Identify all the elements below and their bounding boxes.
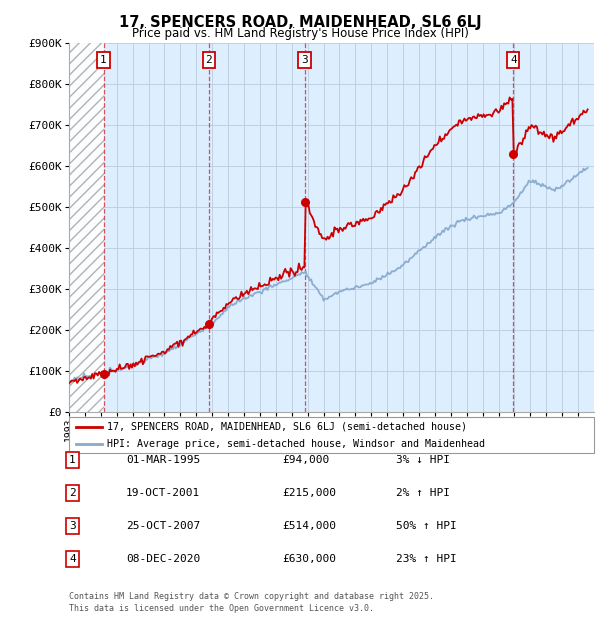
Text: 19-OCT-2001: 19-OCT-2001	[126, 488, 200, 498]
Text: 23% ↑ HPI: 23% ↑ HPI	[396, 554, 457, 564]
Text: 1: 1	[69, 455, 76, 465]
Text: 4: 4	[510, 55, 517, 65]
Text: 2: 2	[69, 488, 76, 498]
Text: Price paid vs. HM Land Registry's House Price Index (HPI): Price paid vs. HM Land Registry's House …	[131, 27, 469, 40]
Text: 2: 2	[206, 55, 212, 65]
Text: 3: 3	[69, 521, 76, 531]
Text: 1: 1	[100, 55, 107, 65]
Text: 50% ↑ HPI: 50% ↑ HPI	[396, 521, 457, 531]
Text: £94,000: £94,000	[282, 455, 329, 465]
Text: 25-OCT-2007: 25-OCT-2007	[126, 521, 200, 531]
Text: £215,000: £215,000	[282, 488, 336, 498]
Text: 3: 3	[301, 55, 308, 65]
Text: 17, SPENCERS ROAD, MAIDENHEAD, SL6 6LJ (semi-detached house): 17, SPENCERS ROAD, MAIDENHEAD, SL6 6LJ (…	[107, 422, 467, 432]
Text: £514,000: £514,000	[282, 521, 336, 531]
Bar	[69, 43, 104, 412]
Text: 3% ↓ HPI: 3% ↓ HPI	[396, 455, 450, 465]
Text: £630,000: £630,000	[282, 554, 336, 564]
Text: 01-MAR-1995: 01-MAR-1995	[126, 455, 200, 465]
Text: 08-DEC-2020: 08-DEC-2020	[126, 554, 200, 564]
Text: Contains HM Land Registry data © Crown copyright and database right 2025.: Contains HM Land Registry data © Crown c…	[69, 592, 434, 601]
Text: HPI: Average price, semi-detached house, Windsor and Maidenhead: HPI: Average price, semi-detached house,…	[107, 438, 485, 449]
Text: 4: 4	[69, 554, 76, 564]
Text: 17, SPENCERS ROAD, MAIDENHEAD, SL6 6LJ: 17, SPENCERS ROAD, MAIDENHEAD, SL6 6LJ	[119, 16, 481, 30]
Text: 2% ↑ HPI: 2% ↑ HPI	[396, 488, 450, 498]
Text: This data is licensed under the Open Government Licence v3.0.: This data is licensed under the Open Gov…	[69, 603, 374, 613]
